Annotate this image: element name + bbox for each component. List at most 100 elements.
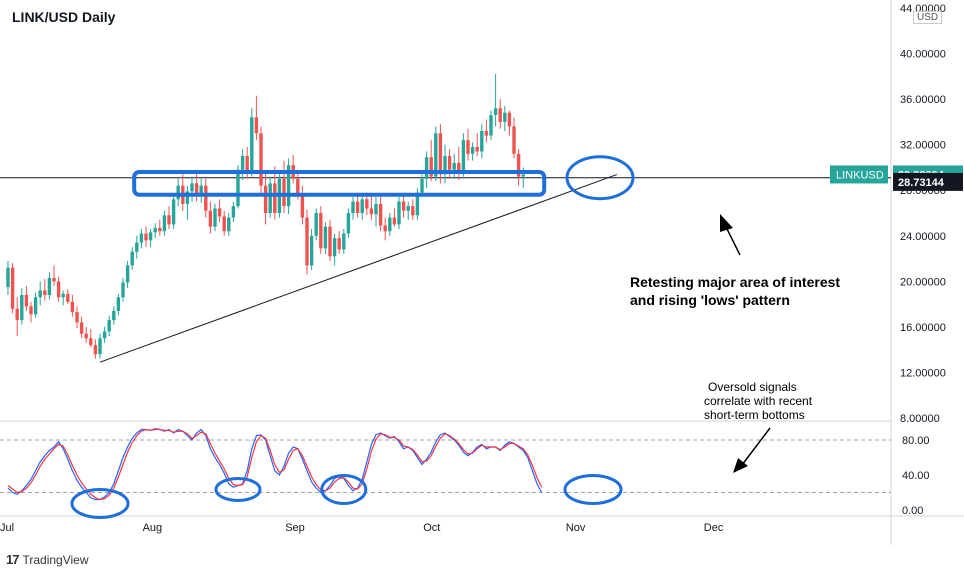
candle	[29, 301, 33, 323]
candle-body	[153, 227, 157, 233]
candle-body	[84, 333, 88, 339]
candle	[461, 133, 466, 177]
candle-body	[355, 201, 360, 213]
oscillator-arrow-head	[733, 458, 748, 473]
candle-body	[438, 133, 443, 175]
symbol-label-text: LINKUSD	[836, 169, 884, 181]
time-tick-label: Sep	[285, 522, 305, 534]
candle-body	[61, 293, 65, 298]
oversold-highlight-circle	[70, 488, 130, 519]
candle	[185, 185, 190, 220]
candle-body	[116, 297, 121, 311]
candle-body	[135, 242, 139, 252]
candle-body	[24, 295, 29, 307]
candle-body	[273, 183, 277, 213]
candle-body	[93, 345, 98, 355]
candle-body	[15, 308, 19, 321]
candle	[15, 297, 19, 336]
candle	[139, 228, 144, 249]
time-tick-label: Jul	[0, 522, 14, 534]
candle	[309, 228, 314, 270]
candle-body	[66, 293, 70, 302]
candle-body	[420, 178, 424, 193]
candle	[61, 290, 65, 306]
candle	[383, 217, 387, 241]
candle-body	[452, 162, 456, 170]
candle	[217, 199, 222, 223]
candle-body	[378, 203, 383, 226]
candle-body	[351, 201, 355, 213]
candle	[33, 292, 38, 318]
symbol-label-box	[830, 165, 888, 184]
candle	[291, 154, 295, 184]
candle	[332, 233, 337, 266]
candle-body	[332, 238, 337, 257]
candle	[102, 326, 107, 343]
candle-body	[516, 153, 521, 177]
candle	[493, 74, 498, 127]
candle	[75, 306, 79, 329]
candle	[470, 142, 475, 161]
oversold-highlight-circle	[320, 474, 368, 505]
candle	[457, 146, 461, 180]
candle-body	[171, 199, 176, 225]
candle-body	[208, 210, 213, 227]
candle-body	[286, 165, 291, 207]
candle	[125, 260, 130, 289]
oscillator-series-line	[7, 428, 543, 501]
candle	[392, 208, 397, 227]
candle-body	[259, 133, 263, 186]
candle-body	[6, 267, 10, 288]
price-tick-label: 32.00000	[900, 140, 946, 152]
candle-body	[498, 108, 502, 122]
candle-body	[98, 338, 102, 355]
candle	[158, 219, 162, 236]
currency-badge[interactable]: USD	[913, 11, 943, 24]
candle	[181, 174, 185, 211]
candle	[351, 197, 355, 220]
oscillator-tick-label: 0.00	[902, 505, 923, 517]
candle	[98, 333, 102, 359]
candle-body	[10, 267, 15, 309]
candle-body	[383, 225, 387, 232]
candle-body	[466, 140, 470, 154]
candle	[305, 209, 309, 275]
candle	[38, 281, 42, 306]
candle	[84, 326, 88, 343]
candle	[443, 144, 447, 184]
price-tick-label: 40.00000	[900, 49, 946, 61]
oscillator-arrow-line	[741, 427, 771, 466]
candle	[245, 146, 249, 179]
candle-body	[75, 312, 79, 323]
candle	[24, 285, 29, 311]
tradingview-logo[interactable]: 17 TradingView	[6, 552, 89, 567]
candle	[263, 172, 268, 225]
candle	[489, 110, 493, 141]
candle-body	[475, 146, 479, 152]
time-tick-label: Oct	[423, 522, 440, 534]
candle-body	[392, 217, 397, 225]
candle-body	[401, 201, 406, 211]
candle-body	[415, 192, 420, 216]
candle-body	[79, 322, 84, 334]
candle-body	[254, 117, 259, 134]
candle	[208, 201, 213, 234]
price-tick-label: 12.00000	[900, 367, 946, 379]
candle-body	[346, 213, 351, 234]
candle-body	[397, 201, 401, 225]
candle-body	[139, 233, 144, 243]
tradingview-logo-icon: 17	[6, 552, 20, 567]
candle	[167, 206, 171, 229]
candle-body	[507, 112, 512, 127]
price-annotation-text: Retesting major area of interest and risi…	[630, 274, 840, 308]
candle-body	[300, 194, 305, 218]
candle-body	[33, 297, 38, 315]
candle	[254, 95, 259, 141]
candle	[240, 149, 245, 180]
candle-body	[268, 183, 272, 213]
candle-body	[360, 199, 364, 213]
price-tick-label: 36.00000	[900, 94, 946, 106]
candle-body	[250, 117, 254, 172]
chart-title: LINK/USD Daily	[12, 9, 116, 25]
